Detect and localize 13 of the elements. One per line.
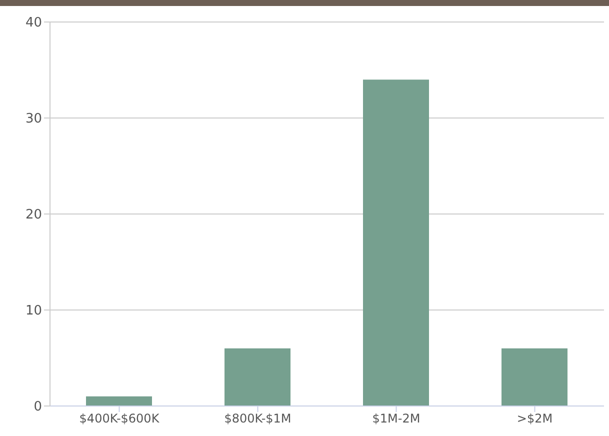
bar <box>86 396 152 406</box>
y-tick-label: 40 <box>25 16 42 31</box>
y-tick-label: 30 <box>25 112 42 127</box>
bar <box>363 80 429 406</box>
bar <box>502 348 568 406</box>
x-tick-label: $1M-2M <box>372 412 420 426</box>
x-tick-label: >$2M <box>516 412 553 426</box>
x-tick-label: $400K-$600K <box>79 412 160 426</box>
y-tick-label: 0 <box>34 400 42 415</box>
bar <box>224 348 290 406</box>
y-tick-label: 10 <box>25 304 42 319</box>
x-tick-label: $800K-$1M <box>224 412 292 426</box>
y-tick-label: 20 <box>25 208 42 223</box>
